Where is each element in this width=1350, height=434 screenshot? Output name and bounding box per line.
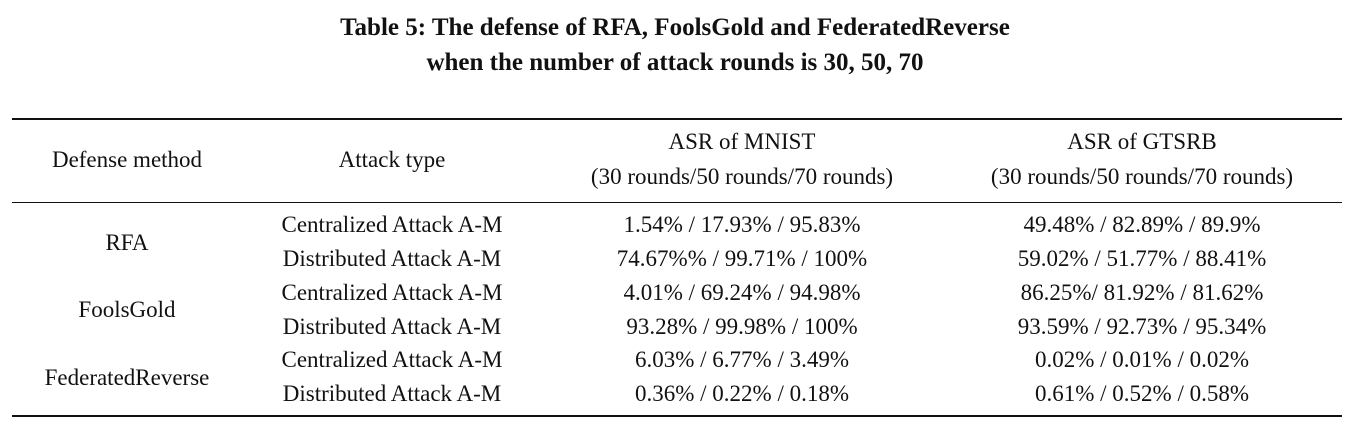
header-gtsrb-subtitle: (30 rounds/50 rounds/70 rounds) [990, 164, 1294, 189]
attack-type-cell: Distributed Attack A-M [282, 314, 502, 339]
attack-type-cell: Centralized Attack A-M [281, 280, 503, 305]
header-mnist-title: ASR of MNIST [668, 129, 816, 154]
gtsrb-asr-cell: 0.02% / 0.01% / 0.02% [1034, 347, 1249, 372]
header-attack-type: Attack type [338, 147, 446, 172]
header-mnist-subtitle: (30 rounds/50 rounds/70 rounds) [590, 164, 894, 189]
gtsrb-asr-cell: 59.02% / 51.77% / 88.41% [1017, 246, 1267, 271]
attack-type-cell: Centralized Attack A-M [281, 212, 503, 237]
header-gtsrb-title: ASR of GTSRB [1067, 129, 1217, 154]
table-top-rule [12, 118, 1342, 120]
mnist-asr-cell: 4.01% / 69.24% / 94.98% [623, 280, 861, 305]
attack-type-cell: Distributed Attack A-M [282, 381, 502, 406]
defense-method-cell: FederatedReverse [44, 365, 210, 390]
mnist-asr-cell: 1.54% / 17.93% / 95.83% [623, 212, 861, 237]
defense-method-cell: RFA [105, 230, 149, 255]
mnist-asr-cell: 6.03% / 6.77% / 3.49% [634, 347, 849, 372]
table-bottom-rule [12, 415, 1342, 417]
gtsrb-asr-cell: 93.59% / 92.73% / 95.34% [1017, 314, 1267, 339]
defense-method-cell: FoolsGold [78, 297, 176, 322]
gtsrb-asr-cell: 0.61% / 0.52% / 0.58% [1034, 381, 1249, 406]
caption-line-1: Table 5: The defense of RFA, FoolsGold a… [340, 14, 1010, 41]
mnist-asr-cell: 93.28% / 99.98% / 100% [626, 314, 858, 339]
header-defense-method: Defense method [51, 147, 203, 172]
attack-type-cell: Distributed Attack A-M [282, 246, 502, 271]
attack-type-cell: Centralized Attack A-M [281, 347, 503, 372]
caption-line-2: when the number of attack rounds is 30, … [426, 49, 924, 76]
mnist-asr-cell: 74.67%% / 99.71% / 100% [616, 246, 868, 271]
gtsrb-asr-cell: 86.25%/ 81.92% / 81.62% [1020, 280, 1264, 305]
gtsrb-asr-cell: 49.48% / 82.89% / 89.9% [1023, 212, 1261, 237]
mnist-asr-cell: 0.36% / 0.22% / 0.18% [634, 381, 849, 406]
table-header-rule [12, 202, 1342, 203]
